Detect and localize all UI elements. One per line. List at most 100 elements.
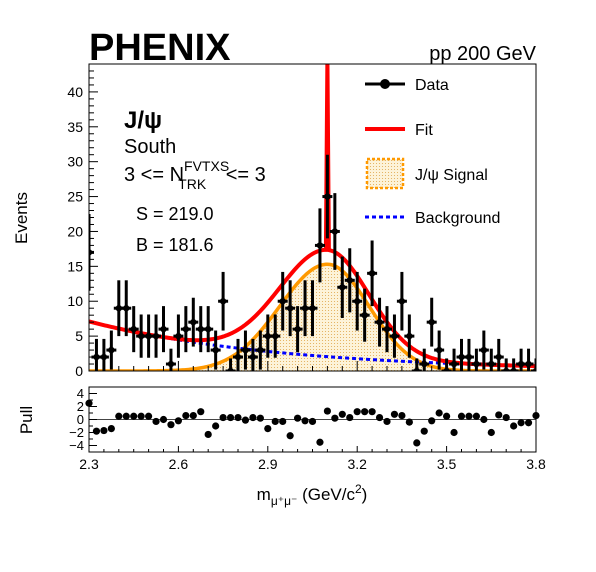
pull-point: [465, 412, 473, 420]
data-point: [285, 280, 296, 337]
data-point: [463, 338, 474, 371]
legend-label-background: Background: [415, 210, 500, 227]
pull-point: [480, 415, 488, 424]
pull-x-axis: 2.3 2.6 2.9 3.2 3.5 3.8: [79, 446, 546, 472]
arm-label: South: [124, 136, 176, 158]
pull-point: [413, 439, 421, 447]
pull-point: [256, 414, 264, 422]
data-point: [374, 297, 385, 347]
pull-point: [226, 413, 235, 422]
pull-point: [308, 417, 317, 426]
data-point: [98, 338, 109, 371]
pull-point: [502, 413, 510, 422]
data-point: [165, 348, 176, 371]
data-point: [277, 271, 288, 331]
pull-point: [100, 426, 108, 435]
y-tick-label: 5: [75, 328, 83, 344]
data-point: [292, 306, 303, 353]
pull-point: [323, 407, 331, 415]
pull-point: [375, 413, 384, 422]
y-tick-label: 35: [67, 119, 83, 135]
data-point: [307, 280, 318, 337]
data-point: [352, 271, 363, 331]
data-point: [389, 314, 400, 358]
data-point: [151, 314, 162, 358]
pull-point: [495, 411, 503, 419]
pull-y-tick-label: −2: [69, 425, 84, 440]
x-tick-label: 3.5: [437, 456, 457, 472]
legend-label-fit: Fit: [415, 122, 433, 139]
data-point: [210, 330, 221, 370]
pull-point: [152, 417, 160, 426]
pull-point: [159, 415, 168, 424]
pull-point: [517, 419, 525, 427]
data-point: [203, 306, 214, 353]
data-point: [523, 348, 534, 371]
legend-entry-data: Data: [365, 77, 449, 94]
cut-sup: FVTXS: [184, 158, 229, 174]
data-point: [329, 193, 340, 270]
data-point: [344, 248, 355, 313]
pull-point: [212, 422, 220, 430]
particle-label: J/ψ: [124, 107, 162, 134]
y-tick-label: 40: [67, 84, 83, 100]
data-point: [233, 338, 243, 371]
data-point: [382, 306, 392, 353]
data-point: [531, 358, 536, 371]
pull-plot-area: [85, 399, 540, 447]
legend-entry-fit: Fit: [365, 122, 433, 139]
data-point: [493, 338, 504, 371]
x-label-unit: (GeV/c: [297, 485, 355, 504]
cut-label: 3 <= NFVTXS TRK <= 3: [124, 158, 266, 192]
legend-signal-swatch: [365, 157, 405, 190]
data-point: [180, 306, 191, 353]
pull-point: [361, 408, 369, 416]
pull-point: [472, 412, 480, 420]
data-point: [322, 154, 333, 239]
pull-point: [92, 427, 101, 435]
data-point: [396, 271, 407, 331]
pull-point: [167, 421, 175, 429]
x-label-close: ): [362, 485, 368, 504]
pull-point: [346, 413, 354, 422]
x-label-main: m: [257, 485, 271, 504]
pull-point: [249, 413, 257, 422]
pull-y-axis: 420−2−4: [69, 386, 97, 453]
x-tick-label: 2.3: [79, 456, 99, 472]
pull-point: [115, 412, 123, 420]
pull-point: [301, 417, 309, 425]
data-point: [225, 358, 236, 371]
data-point: [434, 330, 445, 370]
legend: Data Fit J/ψ Signal Background: [365, 77, 500, 227]
pull-point: [353, 408, 361, 416]
pull-point: [137, 412, 145, 420]
pull-point: [189, 412, 197, 420]
x-tick-label: 3.8: [526, 456, 546, 472]
data-point: [367, 240, 378, 307]
pull-point: [420, 427, 428, 435]
data-point: [240, 330, 251, 370]
y-tick-label: 15: [67, 258, 83, 274]
pull-point: [390, 410, 399, 418]
legend-entry-background: Background: [365, 210, 500, 227]
cut-prefix: 3 <= N: [124, 164, 184, 186]
main-y-axis: 0 5 10 15 20 25 30 35 40: [67, 63, 98, 379]
cut-suffix: <= 3: [220, 164, 266, 186]
pull-point: [405, 418, 413, 426]
y-tick-label: 0: [75, 363, 83, 379]
legend-entry-signal: J/ψ Signal: [365, 157, 488, 190]
data-point: [449, 348, 460, 371]
background-curve: [89, 320, 536, 368]
pull-y-tick-label: 2: [77, 399, 84, 414]
data-point: [188, 297, 199, 347]
pull-point: [241, 416, 250, 424]
pull-point: [398, 412, 406, 420]
pull-point: [279, 417, 287, 426]
pull-point: [368, 408, 376, 416]
cut-sub: TRK: [178, 176, 207, 192]
data-point: [404, 314, 415, 358]
main-plot-area: [89, 64, 536, 371]
pull-point: [294, 414, 302, 422]
signal-count: S = 219.0: [136, 204, 214, 224]
pull-point: [443, 412, 451, 420]
